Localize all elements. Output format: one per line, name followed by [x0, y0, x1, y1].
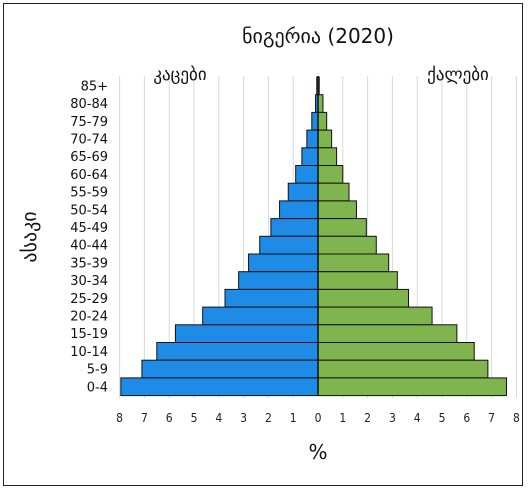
male-bar	[248, 253, 319, 273]
age-label: 0-4	[87, 380, 108, 395]
male-bar	[259, 235, 319, 255]
female-bar	[317, 165, 344, 184]
x-tick-label: 6	[463, 411, 470, 425]
male-bar	[270, 218, 319, 237]
x-tick-label: 4	[215, 411, 222, 425]
female-bar	[317, 182, 350, 202]
female-bar	[317, 147, 338, 167]
male-bar	[238, 271, 319, 290]
x-tick-label: 5	[439, 411, 446, 425]
male-bar	[306, 129, 319, 149]
female-bar	[317, 359, 489, 379]
y-axis-label: ასაკი	[17, 211, 41, 262]
right-label: ქალები	[427, 65, 489, 85]
x-tick-label: 8	[116, 411, 123, 425]
female-bar	[317, 324, 458, 343]
age-label: 35-39	[70, 256, 108, 271]
x-tick-label: 7	[141, 411, 148, 425]
female-bar	[317, 200, 357, 220]
male-bar	[141, 359, 319, 379]
female-bar	[317, 288, 410, 308]
age-label: 55-59	[70, 186, 108, 201]
female-bar	[317, 377, 507, 397]
age-label: 85+	[81, 79, 108, 94]
male-bar	[120, 377, 319, 397]
male-bar	[287, 182, 319, 202]
age-label: 5-9	[87, 363, 108, 378]
age-label: 10-14	[70, 345, 108, 360]
female-bar	[317, 218, 367, 237]
age-label: 75-79	[70, 115, 108, 130]
x-tick-label: 4	[414, 411, 421, 425]
left-label: კაცები	[153, 65, 206, 85]
age-label: 30-34	[70, 274, 108, 289]
x-tick-label: 7	[488, 411, 495, 425]
age-label: 25-29	[70, 292, 108, 307]
x-axis-label: %	[308, 440, 327, 464]
male-bar	[156, 342, 319, 361]
x-tick-label: 8	[513, 411, 520, 425]
x-tick-label: 6	[166, 411, 173, 425]
x-tick-label: 5	[191, 411, 198, 425]
age-label: 40-44	[70, 239, 108, 254]
x-tick-label: 1	[290, 411, 297, 425]
age-label: 60-64	[70, 168, 108, 183]
x-tick-label: 3	[240, 411, 247, 425]
age-labels: 85+ 80-84 75-79 70-74 65-69 60-64 55-59 50-54 45…	[70, 79, 108, 395]
female-bar	[317, 306, 433, 326]
female-bar	[317, 271, 398, 290]
x-tick-label: 3	[389, 411, 396, 425]
male-bar	[224, 288, 319, 308]
female-bar	[317, 129, 333, 149]
x-tick-label: 0	[315, 411, 322, 425]
chart-title: ნიგერია (2020)	[242, 24, 394, 48]
bars	[120, 76, 507, 397]
age-label: 50-54	[70, 203, 108, 218]
female-bar	[317, 111, 328, 131]
male-bar	[174, 324, 319, 343]
male-bar	[202, 306, 319, 326]
x-tick-label: 2	[265, 411, 272, 425]
female-bar	[317, 235, 377, 255]
male-bar	[279, 200, 319, 220]
x-tick-label: 1	[339, 411, 346, 425]
x-tick-labels: 8 7 6 5 4 3 2 1 0 1 2 3 4 5 6 7 8	[116, 411, 520, 425]
female-bar	[317, 253, 390, 273]
male-bar	[311, 111, 319, 131]
age-label: 70-74	[70, 132, 108, 147]
female-bar	[317, 342, 475, 361]
age-label: 15-19	[70, 327, 108, 342]
x-tick-label: 2	[364, 411, 371, 425]
male-bar	[301, 147, 319, 167]
age-label: 65-69	[70, 150, 108, 165]
male-bar	[295, 165, 319, 184]
age-label: 80-84	[70, 97, 108, 112]
age-label: 20-24	[70, 309, 108, 324]
age-label: 45-49	[70, 221, 108, 236]
